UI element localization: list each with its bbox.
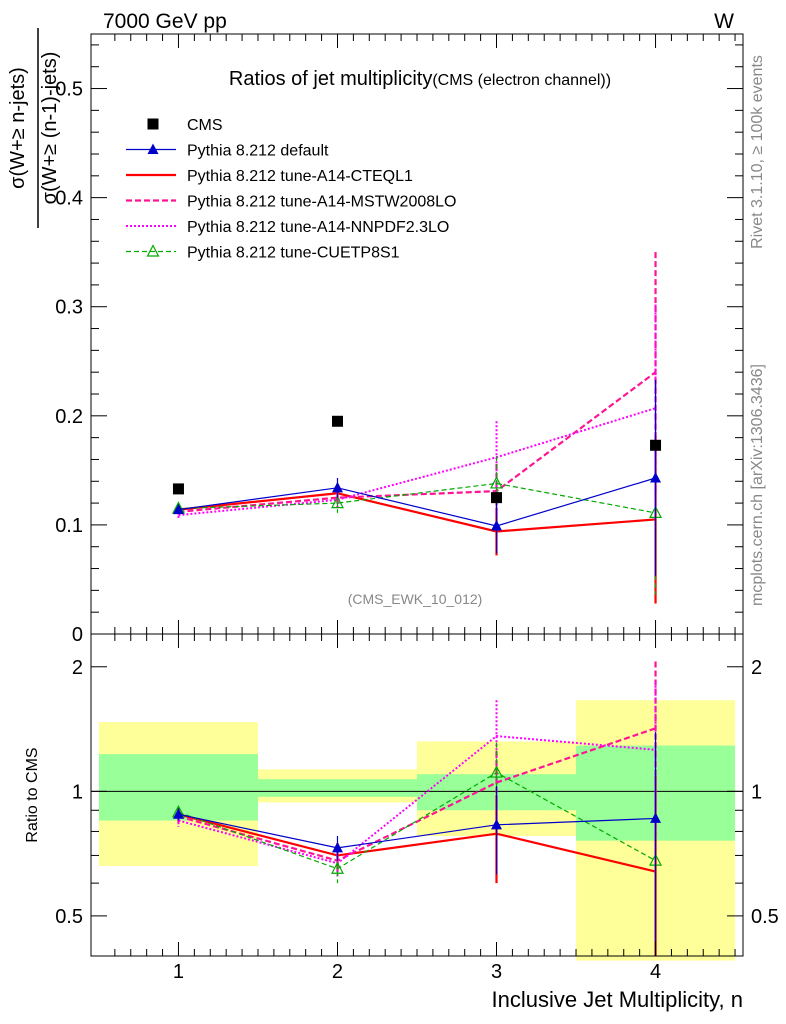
- main-point-cms-1: [172, 483, 184, 495]
- ratio-point-default-3: [491, 818, 503, 830]
- main-point-cms-4: [650, 439, 662, 451]
- x-tick-label-1: 1: [173, 961, 184, 983]
- main-y-tick-label-5: 0.5: [55, 79, 83, 101]
- main-point-default-1: [172, 503, 184, 515]
- legend-marker-cuetp8s1: [146, 244, 160, 257]
- main-series-cteql1: [177, 435, 657, 604]
- ratio-line-cteql1: [178, 813, 656, 873]
- legend-label-cms: CMS: [187, 117, 223, 134]
- main-point-cuetp8s1-3: [490, 476, 504, 489]
- main-line-cuetp8s1: [178, 482, 656, 514]
- main-line-mstw: [178, 371, 657, 513]
- x-tick-label-2: 2: [332, 961, 343, 983]
- ratio-plot: 0.5 0.5 1 1 2 2 1 2 3 4: [55, 633, 779, 983]
- ratio-y-tick-label-left-3: 2: [72, 657, 83, 679]
- main-point-cms-2: [331, 415, 343, 427]
- legend-entry-mstw: Pythia 8.212 tune-A14-MSTW2008LO: [126, 194, 456, 211]
- legend-label-cuetp8s1: Pythia 8.212 tune-CUETP8S1: [187, 245, 400, 262]
- ratio-point-default-1: [172, 808, 184, 819]
- analysis-watermark: (CMS_EWK_10_012): [348, 591, 483, 607]
- header-process-label: W: [714, 10, 734, 33]
- ratio-y-tick-label-right-2: 1: [751, 781, 762, 803]
- main-point-default-3: [491, 520, 503, 531]
- ratio-point-cuetp8s1-2: [330, 861, 344, 874]
- ratio-line-mstw: [178, 727, 656, 862]
- legend-entry-cteql1: Pythia 8.212 tune-A14-CTEQL1: [126, 168, 413, 185]
- ratio-line-nnpdf: [178, 735, 656, 865]
- main-point-default-4: [650, 472, 662, 483]
- main-y-tick-label-0: 0: [72, 624, 83, 646]
- ratio-band-inner-2: [257, 779, 417, 797]
- legend-marker-cms: [147, 118, 159, 130]
- y-axis-label-numerator: σ(W+≥ n-jets): [7, 67, 29, 189]
- main-y-tick-label-3: 0.3: [55, 297, 83, 319]
- legend-label-cteql1: Pythia 8.212 tune-A14-CTEQL1: [187, 168, 413, 185]
- main-series-default: [172, 379, 662, 577]
- ratio-line-default: [178, 813, 656, 849]
- chart-title-main: Ratios of jet multiplicity: [229, 68, 432, 90]
- ratio-y-tick-label-right-1: 0.5: [751, 906, 779, 928]
- header-energy-label: 7000 GeV pp: [103, 10, 227, 33]
- main-line-cteql1: [178, 492, 656, 533]
- legend-entry-cuetp8s1: Pythia 8.212 tune-CUETP8S1: [126, 244, 400, 262]
- x-axis-label: Inclusive Jet Multiplicity, n: [492, 987, 743, 1012]
- main-series-cms: [172, 415, 662, 504]
- ratio-y-tick-label-left-1: 0.5: [55, 906, 83, 928]
- legend-label-nnpdf: Pythia 8.212 tune-A14-NNPDF2.3LO: [187, 219, 449, 236]
- ratio-point-cuetp8s1-3: [490, 765, 504, 778]
- mcplots-source-label: mcplots.cern.ch [arXiv:1306.3436]: [749, 364, 766, 606]
- legend-label-mstw: Pythia 8.212 tune-A14-MSTW2008LO: [187, 194, 456, 211]
- legend-entry-nnpdf: Pythia 8.212 tune-A14-NNPDF2.3LO: [126, 219, 449, 236]
- ratio-line-cuetp8s1: [178, 771, 656, 870]
- chart-title-sub: (CMS (electron channel)): [432, 72, 611, 89]
- legend-entry-cms: CMS: [147, 117, 223, 134]
- ratio-point-default-2: [331, 841, 343, 853]
- main-point-cms-3: [491, 492, 503, 504]
- x-tick-label-4: 4: [650, 961, 661, 983]
- main-plot: 0.1 0.2 0.3 0.4 0.5 0: [55, 33, 744, 646]
- ratio-y-tick-label-left-2: 1: [72, 781, 83, 803]
- main-y-tick-label-4: 0.4: [55, 188, 83, 210]
- ratio-point-default-4: [650, 812, 662, 823]
- chart-title: Ratios of jet multiplicity(CMS (electron…: [229, 68, 611, 90]
- main-point-default-2: [331, 481, 343, 493]
- y-axis-label-denominator: σ(W+≥ (n-1)-jets): [39, 52, 61, 205]
- main-line-default: [178, 477, 656, 527]
- ratio-y-axis-label: Ratio to CMS: [24, 747, 41, 842]
- rivet-version-label: Rivet 3.1.10, ≥ 100k events: [749, 55, 766, 249]
- x-tick-label-3: 3: [491, 961, 502, 983]
- main-y-tick-label-1: 0.1: [55, 515, 83, 537]
- legend-entry-default: Pythia 8.212 default: [126, 143, 329, 160]
- main-point-cuetp8s1-2: [330, 495, 344, 509]
- main-y-tick-label-2: 0.2: [55, 406, 83, 428]
- main-series-mstw: [177, 252, 657, 519]
- ratio-y-tick-label-right-3: 2: [751, 657, 762, 679]
- legend-label-default: Pythia 8.212 default: [187, 143, 329, 160]
- legend: CMS Pythia 8.212 default Pythia 8.212 tune…: [126, 117, 456, 262]
- ratio-series-default: [172, 732, 662, 956]
- legend-marker-default: [147, 143, 159, 154]
- main-series-nnpdf: [177, 304, 657, 519]
